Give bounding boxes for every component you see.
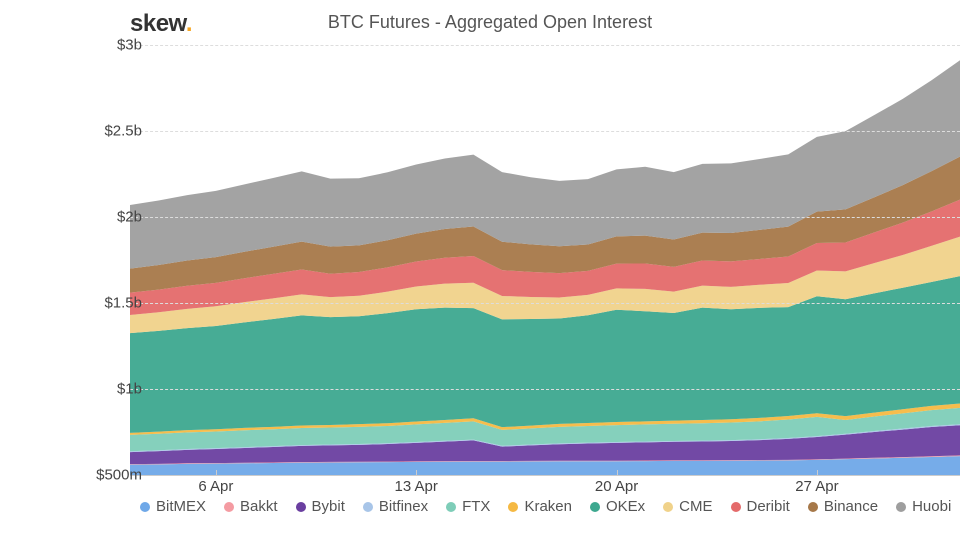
x-axis-label: 13 Apr [395,478,438,495]
legend-label: FTX [462,498,490,515]
x-tick [817,470,818,475]
x-tick [617,470,618,475]
legend-item-cme[interactable]: CME [663,498,712,515]
legend-item-kraken[interactable]: Kraken [508,498,572,515]
legend-swatch-icon [808,502,818,512]
legend-label: BitMEX [156,498,206,515]
legend-item-huobi[interactable]: Huobi [896,498,951,515]
legend-label: Deribit [747,498,790,515]
y-axis-label: $1.5b [104,295,142,312]
y-axis-label: $500m [96,467,142,484]
legend-item-ftx[interactable]: FTX [446,498,490,515]
legend-swatch-icon [224,502,234,512]
legend-item-bakkt[interactable]: Bakkt [224,498,278,515]
legend-item-binance[interactable]: Binance [808,498,878,515]
stacked-area-svg [130,45,960,475]
legend-item-bitmex[interactable]: BitMEX [140,498,206,515]
legend-swatch-icon [590,502,600,512]
plot-area [130,45,960,476]
y-axis-label: $2.5b [104,123,142,140]
x-axis-label: 6 Apr [198,478,233,495]
gridline [130,217,960,218]
y-axis-label: $3b [117,37,142,54]
legend-item-bitfinex[interactable]: Bitfinex [363,498,428,515]
legend-swatch-icon [508,502,518,512]
legend-label: OKEx [606,498,645,515]
legend-label: Bybit [312,498,345,515]
y-axis-label: $2b [117,209,142,226]
gridline [130,389,960,390]
legend-label: Binance [824,498,878,515]
gridline [130,303,960,304]
x-tick [416,470,417,475]
x-tick [216,470,217,475]
legend: BitMEX Bakkt Bybit Bitfinex FTX Kraken OKEx CME… [140,498,960,517]
legend-swatch-icon [363,502,373,512]
x-axis-label: 20 Apr [595,478,638,495]
legend-item-deribit[interactable]: Deribit [731,498,790,515]
legend-label: Bakkt [240,498,278,515]
legend-label: Huobi [912,498,951,515]
legend-item-bybit[interactable]: Bybit [296,498,345,515]
chart-title: BTC Futures - Aggregated Open Interest [0,12,980,33]
legend-swatch-icon [731,502,741,512]
gridline [130,45,960,46]
legend-swatch-icon [296,502,306,512]
gridline [130,131,960,132]
legend-swatch-icon [140,502,150,512]
legend-item-okex[interactable]: OKEx [590,498,645,515]
y-axis-label: $1b [117,381,142,398]
legend-label: CME [679,498,712,515]
legend-label: Kraken [524,498,572,515]
legend-swatch-icon [446,502,456,512]
legend-swatch-icon [896,502,906,512]
chart-container: skew. BTC Futures - Aggregated Open Inte… [0,0,980,547]
legend-label: Bitfinex [379,498,428,515]
legend-swatch-icon [663,502,673,512]
x-axis-label: 27 Apr [795,478,838,495]
